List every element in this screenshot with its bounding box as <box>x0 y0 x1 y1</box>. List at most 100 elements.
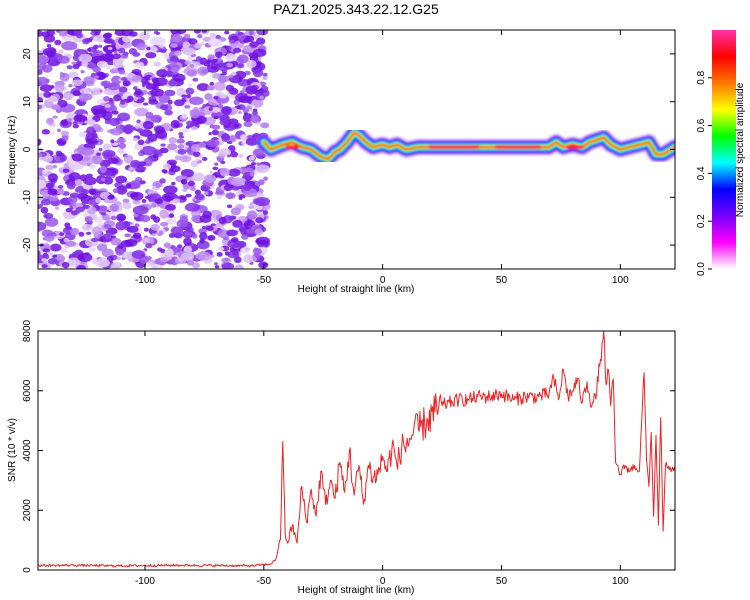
noise-speckle <box>248 205 255 209</box>
snr-x-tick-label: -50 <box>257 576 272 587</box>
noise-speckle <box>199 232 208 241</box>
noise-speckle <box>38 250 41 256</box>
noise-speckle <box>220 160 226 165</box>
noise-speckle <box>226 45 232 51</box>
noise-speckle <box>45 164 54 170</box>
noise-speckle <box>144 140 151 144</box>
noise-speckle <box>206 85 215 91</box>
noise-speckle <box>103 176 114 185</box>
noise-speckle <box>182 47 196 56</box>
noise-speckle <box>58 30 68 37</box>
colorbar-tick-label: 0.8 <box>696 70 707 84</box>
noise-speckle <box>140 145 157 156</box>
noise-speckle <box>52 254 58 258</box>
noise-speckle <box>57 128 61 132</box>
noise-speckle <box>57 55 70 64</box>
noise-speckle <box>192 233 198 239</box>
noise-speckle <box>160 221 169 227</box>
chart-title: PAZ1.2025.343.22.12.G25 <box>273 1 439 17</box>
noise-speckle <box>115 175 128 184</box>
noise-speckle <box>241 234 249 240</box>
noise-speckle <box>61 134 69 142</box>
noise-speckle <box>65 207 73 213</box>
noise-speckle <box>57 185 64 189</box>
noise-speckle <box>181 113 188 119</box>
noise-speckle <box>85 173 93 178</box>
noise-speckle <box>92 89 101 96</box>
noise-speckle <box>57 49 64 55</box>
spectrogram-x-tick-label: -50 <box>257 275 272 286</box>
noise-speckle <box>254 228 264 236</box>
noise-speckle <box>148 99 159 105</box>
noise-speckle <box>184 202 201 212</box>
noise-speckle <box>44 217 59 227</box>
noise-speckle <box>38 109 42 113</box>
snr-y-tick-label: 2000 <box>22 499 33 522</box>
noise-speckle <box>145 123 151 128</box>
noise-speckle <box>85 231 92 235</box>
noise-speckle <box>143 237 151 243</box>
spectrogram-y-tick-label: -10 <box>22 190 33 205</box>
colorbar: 0.0 0.2 0.4 0.6 0.8 Normalized spectral ampl… <box>696 30 746 276</box>
noise-speckle <box>123 30 130 35</box>
noise-speckle <box>191 172 205 182</box>
noise-speckle <box>213 115 219 120</box>
noise-speckle <box>116 124 121 128</box>
noise-speckle <box>191 144 201 153</box>
noise-speckle <box>150 114 163 123</box>
noise-speckle <box>186 259 195 266</box>
snr-y-ticks: 0 2000 4000 6000 8000 <box>22 319 675 573</box>
noise-speckle <box>209 32 217 40</box>
noise-speckle <box>190 160 199 168</box>
noise-speckle <box>206 63 220 73</box>
noise-speckle <box>120 77 128 81</box>
noise-speckle <box>245 105 253 110</box>
noise-speckle <box>91 155 103 165</box>
noise-speckle <box>107 82 121 91</box>
noise-speckle <box>202 156 208 162</box>
noise-speckle <box>238 196 243 201</box>
noise-speckle <box>153 30 159 35</box>
noise-speckle <box>243 121 253 128</box>
noise-speckle <box>158 43 165 48</box>
noise-speckle <box>159 209 169 219</box>
noise-speckle <box>201 185 211 191</box>
noise-speckle <box>86 126 96 136</box>
noise-speckle <box>133 86 138 90</box>
noise-speckle <box>143 227 149 232</box>
noise-speckle <box>38 76 49 86</box>
noise-speckle <box>132 232 142 239</box>
noise-speckle <box>185 125 191 129</box>
colorbar-gradient <box>712 30 736 269</box>
noise-speckle <box>76 264 86 269</box>
noise-speckle <box>261 89 270 97</box>
noise-speckle <box>195 158 200 162</box>
noise-speckle <box>196 83 210 92</box>
noise-speckle <box>208 132 212 136</box>
noise-speckle <box>99 165 107 173</box>
noise-speckle <box>172 73 186 83</box>
noise-speckle <box>207 234 216 241</box>
noise-speckle <box>93 36 98 42</box>
noise-speckle <box>102 233 113 243</box>
noise-speckle <box>106 65 112 70</box>
noise-speckle <box>80 70 85 74</box>
noise-speckle <box>151 77 159 84</box>
noise-speckle <box>185 193 192 198</box>
snr-y-tick-label: 6000 <box>22 379 33 402</box>
noise-speckle <box>102 111 113 121</box>
noise-speckle <box>146 46 151 51</box>
noise-speckle <box>61 41 78 51</box>
noise-speckle <box>110 127 123 136</box>
noise-speckle <box>168 80 177 87</box>
noise-speckle <box>195 251 212 261</box>
noise-speckle <box>182 41 191 49</box>
noise-speckle <box>130 179 142 189</box>
noise-speckle <box>199 238 205 244</box>
noise-speckle <box>255 236 271 246</box>
spectrogram-y-tick-label: -20 <box>22 237 33 252</box>
noise-speckle <box>230 237 239 243</box>
noise-speckle <box>55 206 60 210</box>
noise-speckle <box>216 194 223 200</box>
spectrogram-y-tick-label: 20 <box>22 48 33 60</box>
